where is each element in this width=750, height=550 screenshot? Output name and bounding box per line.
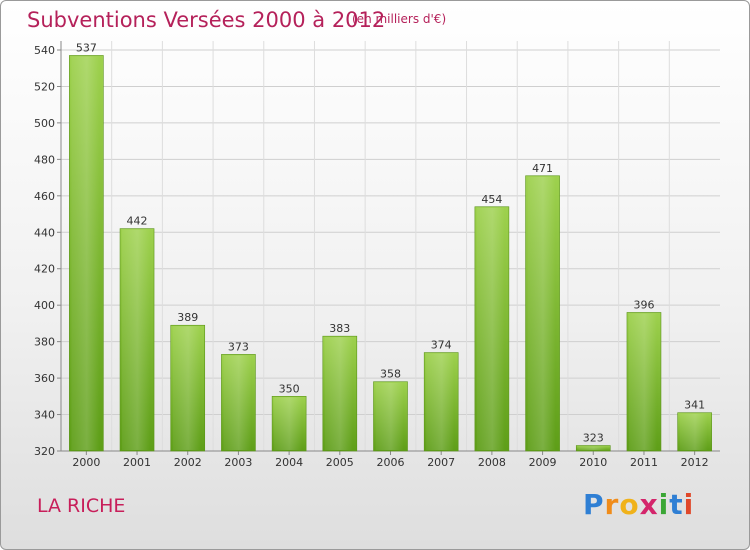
bar-highlight: [274, 397, 303, 450]
y-tick-label: 460: [34, 190, 55, 203]
x-tick-label: 2011: [630, 456, 658, 469]
value-label-2008: 454: [481, 193, 502, 206]
y-tick-label: 380: [34, 336, 55, 349]
y-tick-label: 540: [34, 44, 55, 57]
bar-highlight: [426, 353, 455, 450]
bar-highlight: [172, 326, 201, 450]
bar-highlight: [476, 207, 505, 450]
logo-letter: o: [619, 488, 640, 521]
logo-letter: P: [583, 488, 605, 521]
bar-highlight: [71, 56, 100, 451]
logo-letter: r: [604, 488, 620, 521]
value-label-2010: 323: [583, 432, 604, 445]
value-labels: 537 442 389 373 350 383 358 374 454 471 323 396 341: [76, 41, 705, 444]
proxiti-logo: Proxiti: [583, 488, 694, 521]
x-tick-label: 2012: [681, 456, 709, 469]
bar-highlight: [324, 337, 353, 450]
bar-highlight: [527, 176, 556, 450]
x-tick-label: 2000: [72, 456, 100, 469]
y-tick-label: 320: [34, 445, 55, 458]
x-tick-label: 2008: [478, 456, 506, 469]
value-label-2000: 537: [76, 41, 97, 54]
x-tick-label: 2004: [275, 456, 303, 469]
bar-highlight: [223, 355, 252, 450]
x-tick-label: 2006: [377, 456, 405, 469]
x-tick-label: 2005: [326, 456, 354, 469]
bar-highlight: [628, 313, 657, 450]
value-label-2006: 358: [380, 368, 401, 381]
y-tick-label: 500: [34, 117, 55, 130]
bar-highlight: [122, 229, 151, 450]
x-tick-label: 2002: [174, 456, 202, 469]
x-tick-labels: 2000 2001 2002 2003 2004 2005 2006 2007 2008 2009…: [72, 456, 708, 469]
bar-highlight: [679, 413, 708, 450]
bar-highlight: [578, 446, 607, 450]
x-tick-label: 2007: [427, 456, 455, 469]
x-tick-label: 2010: [579, 456, 607, 469]
x-tick-label: 2009: [529, 456, 557, 469]
value-label-2002: 389: [177, 311, 198, 324]
y-tick-label: 400: [34, 299, 55, 312]
value-label-2007: 374: [431, 339, 452, 352]
x-tick-label: 2001: [123, 456, 151, 469]
value-label-2012: 341: [684, 399, 705, 412]
value-label-2005: 383: [329, 322, 350, 335]
chart-title: Subventions Versées 2000 à 2012: [27, 8, 386, 32]
value-label-2004: 350: [279, 382, 300, 395]
logo-letter: i: [683, 488, 695, 521]
y-tick-label: 480: [34, 153, 55, 166]
logo-letter: i: [658, 488, 670, 521]
bar-highlight: [375, 382, 404, 450]
chart-subtitle: (en milliers d'€): [352, 12, 447, 26]
y-tick-label: 340: [34, 409, 55, 422]
y-tick-label: 520: [34, 80, 55, 93]
logo-letter: t: [669, 488, 684, 521]
y-tick-label: 420: [34, 263, 55, 276]
value-label-2009: 471: [532, 162, 553, 175]
x-tick-label: 2003: [224, 456, 252, 469]
y-tick-labels: 320 340 360 380 400 420 440 460 480 500 520 540: [34, 44, 55, 458]
y-tick-label: 440: [34, 226, 55, 239]
value-label-2001: 442: [127, 215, 148, 228]
logo-letter: x: [639, 488, 659, 521]
value-label-2011: 396: [633, 298, 654, 311]
location-label: LA RICHE: [37, 495, 126, 517]
y-tick-label: 360: [34, 372, 55, 385]
bars: [69, 55, 712, 452]
value-label-2003: 373: [228, 340, 249, 353]
